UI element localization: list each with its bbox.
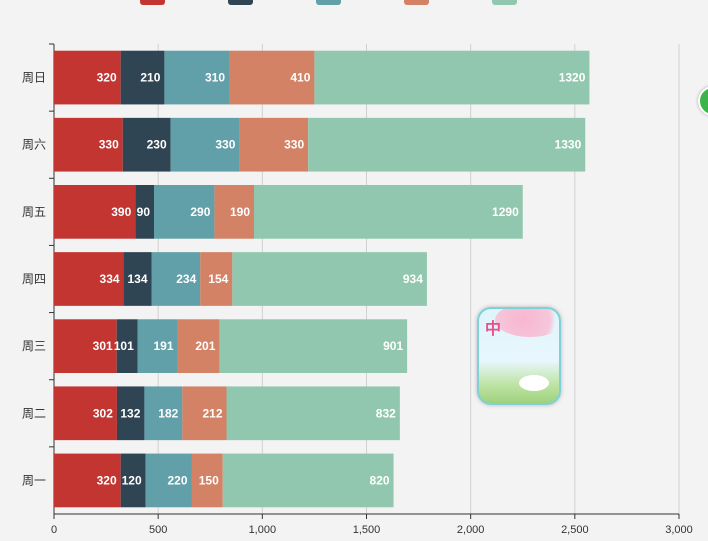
bar-segment [54, 386, 117, 441]
bar-segment [222, 453, 394, 508]
bar-value-label: 120 [122, 473, 142, 487]
bar-value-label: 934 [403, 272, 423, 286]
bar-value-label: 101 [114, 339, 134, 353]
bar-segment [219, 319, 408, 373]
category-label: 周一 [22, 473, 46, 487]
bar-value-label: 1290 [492, 205, 519, 219]
bar-value-label: 134 [127, 272, 147, 286]
bar-value-label: 410 [290, 71, 310, 85]
legend-swatch [228, 0, 253, 5]
bar-segment [177, 319, 220, 373]
category-label: 周日 [22, 71, 46, 85]
bar-segment [120, 453, 146, 508]
bar-segment [54, 50, 121, 105]
bar-value-label: 832 [376, 406, 396, 420]
bar-segment [314, 50, 590, 105]
bar-segment [232, 252, 427, 306]
cat-decoration [519, 375, 549, 391]
wallpaper-widget-icon[interactable]: 中 [477, 307, 561, 405]
category-label: 周五 [22, 205, 46, 219]
bar-value-label: 330 [215, 138, 235, 152]
bar-value-label: 1320 [559, 71, 586, 85]
x-tick-label: 500 [149, 524, 167, 536]
bar-value-label: 390 [111, 205, 131, 219]
bar-segment [116, 319, 138, 373]
bar-value-label: 230 [147, 138, 167, 152]
bar-segment [144, 386, 183, 441]
bar-value-label: 182 [158, 406, 178, 420]
bar-value-label: 154 [208, 272, 228, 286]
bar-segment [200, 252, 233, 306]
bar-segment [151, 252, 201, 306]
bar-value-label: 820 [370, 473, 390, 487]
bar-segment [54, 185, 136, 239]
bar-value-label: 320 [97, 473, 117, 487]
category-label: 周三 [22, 339, 46, 353]
bar-segment [226, 386, 400, 441]
bar-segment [308, 117, 586, 172]
bar-value-label: 90 [137, 205, 151, 219]
x-tick-label: 2,000 [457, 524, 485, 536]
x-tick-label: 1,000 [249, 524, 277, 536]
bar-value-label: 334 [100, 272, 120, 286]
bar-segment [116, 386, 145, 441]
bar-segment [191, 453, 223, 508]
bar-value-label: 290 [190, 205, 210, 219]
bar-value-label: 234 [176, 272, 196, 286]
bar-value-label: 150 [199, 473, 219, 487]
bar-segment [54, 453, 121, 508]
bar-value-label: 320 [97, 71, 117, 85]
x-tick-label: 1,500 [353, 524, 381, 536]
bar-segment [154, 185, 215, 239]
bar-segment [54, 319, 117, 373]
bar-segment [135, 185, 154, 239]
bar-value-label: 220 [167, 473, 187, 487]
bar-segment [120, 50, 165, 105]
bar-segment [254, 185, 523, 239]
x-tick-label: 0 [51, 524, 57, 536]
bar-value-label: 132 [120, 406, 140, 420]
bar-segment [54, 252, 124, 306]
legend-swatch [404, 0, 429, 5]
blossom-decoration [495, 309, 559, 337]
legend-swatch [316, 0, 341, 5]
bar-segment [239, 117, 309, 172]
x-tick-label: 3,000 [665, 524, 693, 536]
bar-segment [214, 185, 254, 239]
bar-value-label: 330 [284, 138, 304, 152]
bar-value-label: 302 [93, 406, 113, 420]
bar-segment [122, 117, 171, 172]
bar-segment [229, 50, 315, 105]
category-label: 周二 [22, 406, 46, 420]
bar-segment [123, 252, 152, 306]
bar-segment [164, 50, 229, 105]
bar-value-label: 201 [195, 339, 215, 353]
category-label: 周四 [22, 272, 46, 286]
bar-value-label: 901 [383, 339, 403, 353]
legend-swatch [140, 0, 165, 5]
bar-segment [170, 117, 240, 172]
category-label: 周六 [22, 138, 46, 152]
bar-segment [145, 453, 192, 508]
widget-glyph: 中 [485, 319, 502, 338]
bar-value-label: 1330 [555, 138, 582, 152]
bar-value-label: 190 [230, 205, 250, 219]
x-tick-label: 2,500 [561, 524, 589, 536]
bar-value-label: 210 [140, 71, 160, 85]
bar-value-label: 212 [202, 406, 222, 420]
bar-segment [137, 319, 178, 373]
bar-segment [182, 386, 227, 441]
bar-segment [54, 117, 123, 172]
bar-value-label: 191 [154, 339, 174, 353]
bar-value-label: 310 [205, 71, 225, 85]
bar-value-label: 301 [93, 339, 113, 353]
legend-swatch [492, 0, 517, 5]
bar-value-label: 330 [99, 138, 119, 152]
